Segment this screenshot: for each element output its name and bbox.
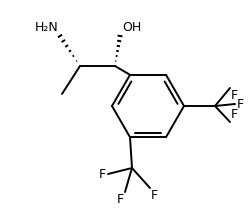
Text: H₂N: H₂N	[34, 21, 58, 34]
Text: F: F	[231, 89, 238, 102]
Text: F: F	[237, 97, 244, 110]
Text: F: F	[231, 108, 238, 121]
Text: OH: OH	[122, 21, 141, 34]
Text: F: F	[117, 193, 124, 206]
Text: F: F	[151, 189, 158, 202]
Text: F: F	[99, 168, 106, 181]
